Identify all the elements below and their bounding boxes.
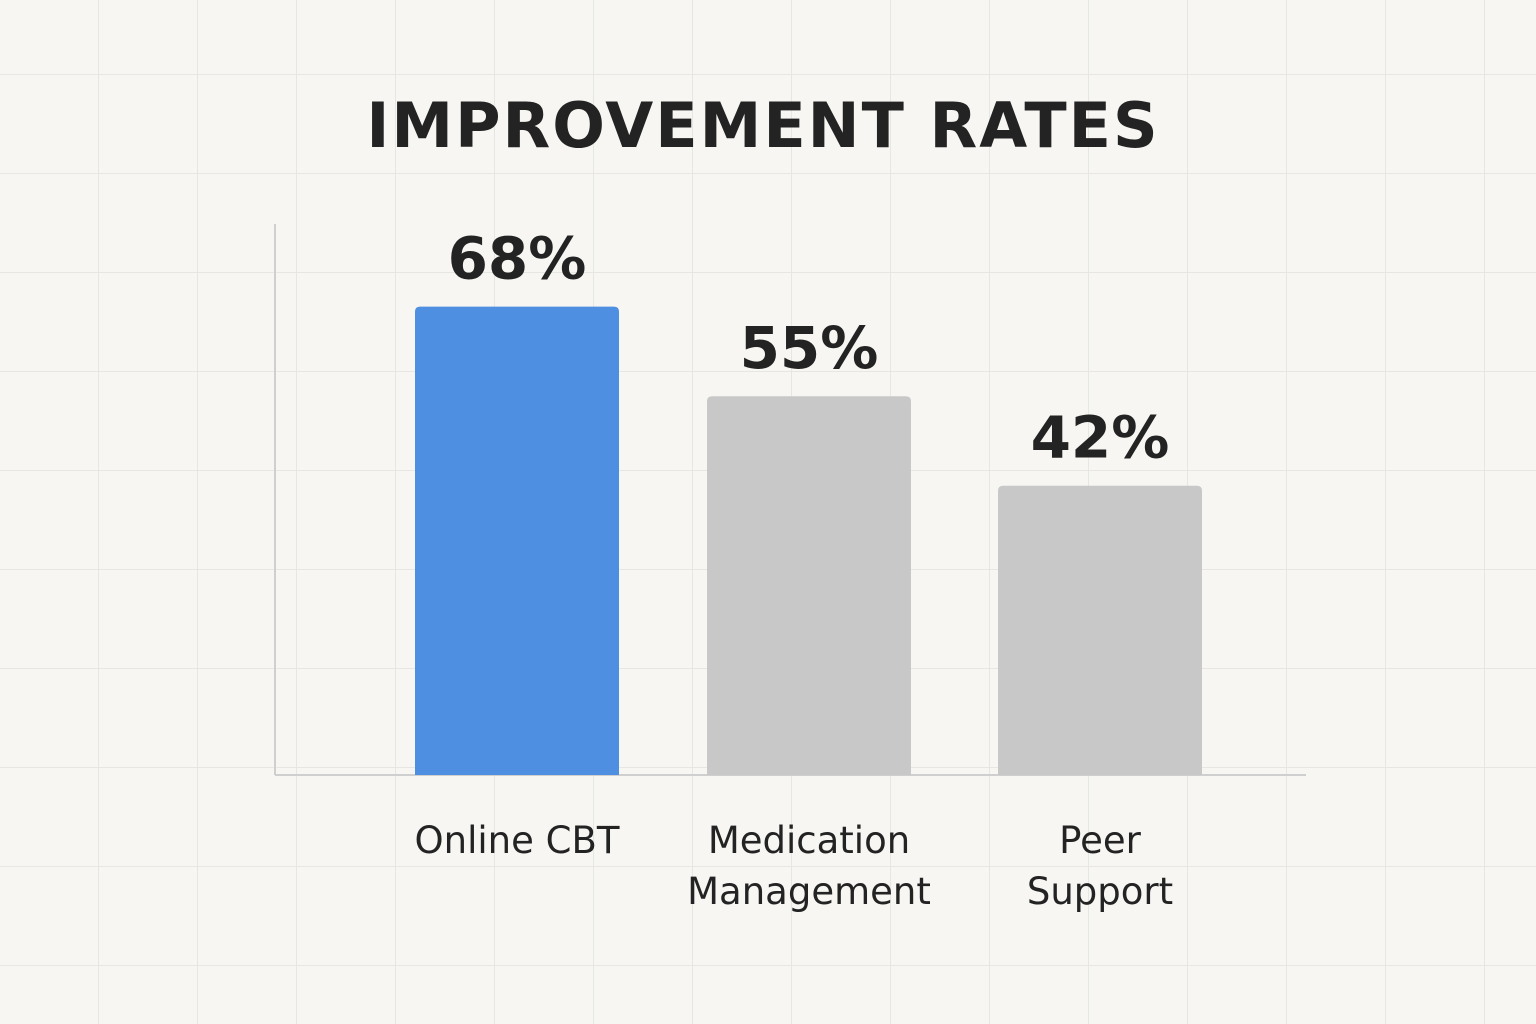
bar-online-cbt [415,306,619,775]
category-label-line: Medication [708,819,910,862]
value-label: 68% [448,225,587,293]
chart-title: IMPROVEMENT RATES [366,89,1160,162]
category-label: Peer Support [1027,819,1173,913]
value-label: 42% [1031,404,1170,472]
category-label: Medication Management [687,819,931,913]
bar-peer-support [998,485,1202,775]
category-label-line: Peer [1059,819,1142,862]
bar-medication-management [707,396,911,775]
category-label-line: Support [1027,870,1173,913]
value-label: 55% [740,314,879,382]
category-label-line: Online CBT [415,819,620,862]
category-label: Online CBT [415,819,620,862]
category-label-line: Management [687,870,931,913]
